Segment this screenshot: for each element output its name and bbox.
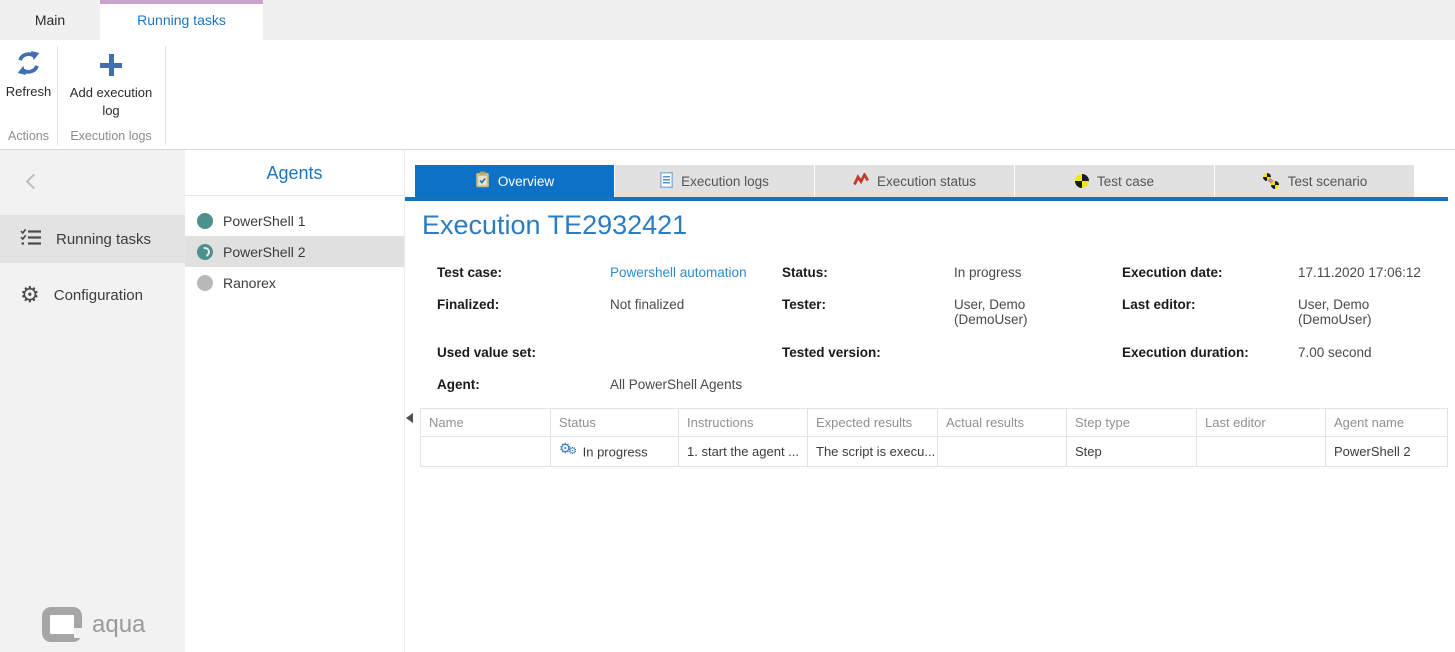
aqua-logo-text: aqua: [92, 610, 146, 638]
refresh-button[interactable]: Refresh: [0, 50, 57, 99]
gear-icon: ⚙: [20, 282, 40, 307]
test-scenario-icon: [1262, 173, 1280, 189]
sidebar: Running tasks ⚙ Configuration aqua: [0, 150, 185, 652]
agent-label: PowerShell 2: [223, 243, 306, 260]
ribbon-group-actions: Actions: [8, 129, 49, 143]
cell-agent-name: PowerShell 2: [1325, 436, 1448, 467]
task-list-icon: [20, 228, 42, 251]
agent-label: Agent:: [437, 377, 480, 392]
chevron-left-icon: [25, 173, 42, 190]
execution-date-value: 17.11.2020 17:06:12: [1298, 265, 1421, 280]
tester-label: Tester:: [782, 297, 827, 312]
execution-duration-label: Execution duration:: [1122, 345, 1249, 360]
execution-date-label: Execution date:: [1122, 265, 1223, 280]
cell-status: ⚙ ⚙ In progress: [550, 436, 679, 467]
agent-item-powershell-2[interactable]: PowerShell 2: [185, 236, 404, 267]
tab-test-scenario[interactable]: Test scenario: [1215, 165, 1414, 197]
col-name[interactable]: Name: [420, 408, 551, 437]
agent-item-powershell-1[interactable]: PowerShell 1: [185, 205, 404, 236]
col-status[interactable]: Status: [550, 408, 679, 437]
test-case-icon: [1074, 174, 1089, 188]
cell-name: [420, 436, 551, 467]
add-execution-log-label: Add execution log: [69, 85, 153, 118]
agent-value: All PowerShell Agents: [610, 377, 743, 392]
last-editor-value: User, Demo (DemoUser): [1298, 297, 1372, 327]
status-chart-icon: [853, 171, 869, 189]
table-row[interactable]: ⚙ ⚙ In progress 1. start the agent ... Th…: [420, 436, 1448, 467]
active-tab-underline: [405, 197, 1448, 201]
agent-item-ranorex[interactable]: Ranorex: [185, 267, 404, 298]
tab-label: Test scenario: [1287, 173, 1368, 189]
cell-step-type: Step: [1066, 436, 1197, 467]
test-case-link[interactable]: Powershell automation: [610, 265, 747, 280]
cell-status-text: In progress: [582, 444, 648, 459]
last-editor-label: Last editor:: [1122, 297, 1196, 312]
used-value-set-value: [610, 340, 782, 372]
col-last-editor[interactable]: Last editor: [1196, 408, 1326, 437]
tested-version-value: [954, 340, 1122, 372]
cell-instructions: 1. start the agent ...: [678, 436, 808, 467]
page-title: Execution TE2932421: [422, 210, 688, 240]
refresh-label: Refresh: [5, 84, 52, 99]
agent-running-icon: [197, 243, 213, 260]
test-case-label: Test case:: [437, 265, 503, 280]
cell-last-editor: [1196, 436, 1326, 467]
tested-version-label: Tested version:: [782, 345, 881, 360]
ribbon-separator: [57, 46, 58, 145]
status-value: In progress: [954, 265, 1022, 280]
col-actual-results[interactable]: Actual results: [937, 408, 1067, 437]
tester-value: User, Demo (DemoUser): [954, 297, 1028, 327]
detail-tab-bar: Overview Execution logs Execution status: [415, 165, 1415, 197]
tab-overview[interactable]: Overview: [415, 165, 614, 197]
agent-offline-icon: [197, 274, 213, 291]
sidebar-item-configuration[interactable]: ⚙ Configuration: [0, 271, 185, 319]
add-execution-log-button[interactable]: Add execution log: [58, 50, 164, 119]
col-instructions[interactable]: Instructions: [678, 408, 808, 437]
plus-icon: [58, 50, 164, 80]
aqua-logo-icon: [42, 607, 82, 642]
document-icon: [660, 171, 674, 191]
execution-duration-value: 7.00 second: [1298, 345, 1372, 360]
tab-running-tasks[interactable]: Running tasks: [100, 0, 263, 40]
used-value-set-label: Used value set:: [437, 345, 537, 360]
execution-detail-panel: Overview Execution logs Execution status: [405, 150, 1455, 652]
col-expected-results[interactable]: Expected results: [807, 408, 938, 437]
cell-actual-results: [937, 436, 1067, 467]
finalized-label: Finalized:: [437, 297, 500, 312]
tab-label: Execution status: [876, 173, 977, 189]
ribbon-group-execution-logs: Execution logs: [70, 129, 152, 143]
ribbon: Refresh Add execution log Actions Execut…: [0, 40, 1455, 150]
sidebar-item-label: Running tasks: [56, 230, 152, 248]
col-step-type[interactable]: Step type: [1066, 408, 1197, 437]
status-label: Status:: [782, 265, 828, 280]
gears-in-progress-icon: ⚙ ⚙: [559, 439, 577, 457]
ribbon-separator: [165, 46, 166, 145]
agent-label: PowerShell 1: [223, 212, 306, 229]
tab-label: Overview: [497, 173, 555, 189]
refresh-icon: [0, 50, 57, 80]
tab-execution-status[interactable]: Execution status: [815, 165, 1014, 197]
steps-table-header: Name Status Instructions Expected result…: [420, 408, 1448, 437]
tab-main[interactable]: Main: [34, 12, 66, 28]
col-agent-name[interactable]: Agent name: [1325, 408, 1448, 437]
back-button[interactable]: [22, 170, 46, 194]
sidebar-item-running-tasks[interactable]: Running tasks: [0, 215, 185, 263]
execution-fields: Test case: Powershell automation Status:…: [437, 260, 1438, 404]
finalized-value: Not finalized: [610, 297, 685, 312]
steps-table: Name Status Instructions Expected result…: [420, 408, 1448, 467]
agent-label: Ranorex: [223, 274, 276, 291]
sidebar-item-label: Configuration: [53, 286, 143, 304]
cell-expected-results: The script is execu...: [807, 436, 938, 467]
tab-execution-logs[interactable]: Execution logs: [615, 165, 814, 197]
clipboard-icon: [475, 171, 490, 191]
agents-panel: Agents PowerShell 1 PowerShell 2 Ranorex: [185, 150, 405, 652]
tab-label: Test case: [1096, 173, 1155, 189]
window-tab-strip: Main Running tasks: [0, 0, 1455, 40]
tab-label: Execution logs: [681, 173, 769, 189]
agent-online-icon: [197, 212, 213, 229]
collapse-panel-arrow[interactable]: [406, 413, 413, 423]
agents-panel-title: Agents: [185, 150, 404, 196]
tab-test-case[interactable]: Test case: [1015, 165, 1214, 197]
aqua-logo: aqua: [42, 607, 145, 642]
